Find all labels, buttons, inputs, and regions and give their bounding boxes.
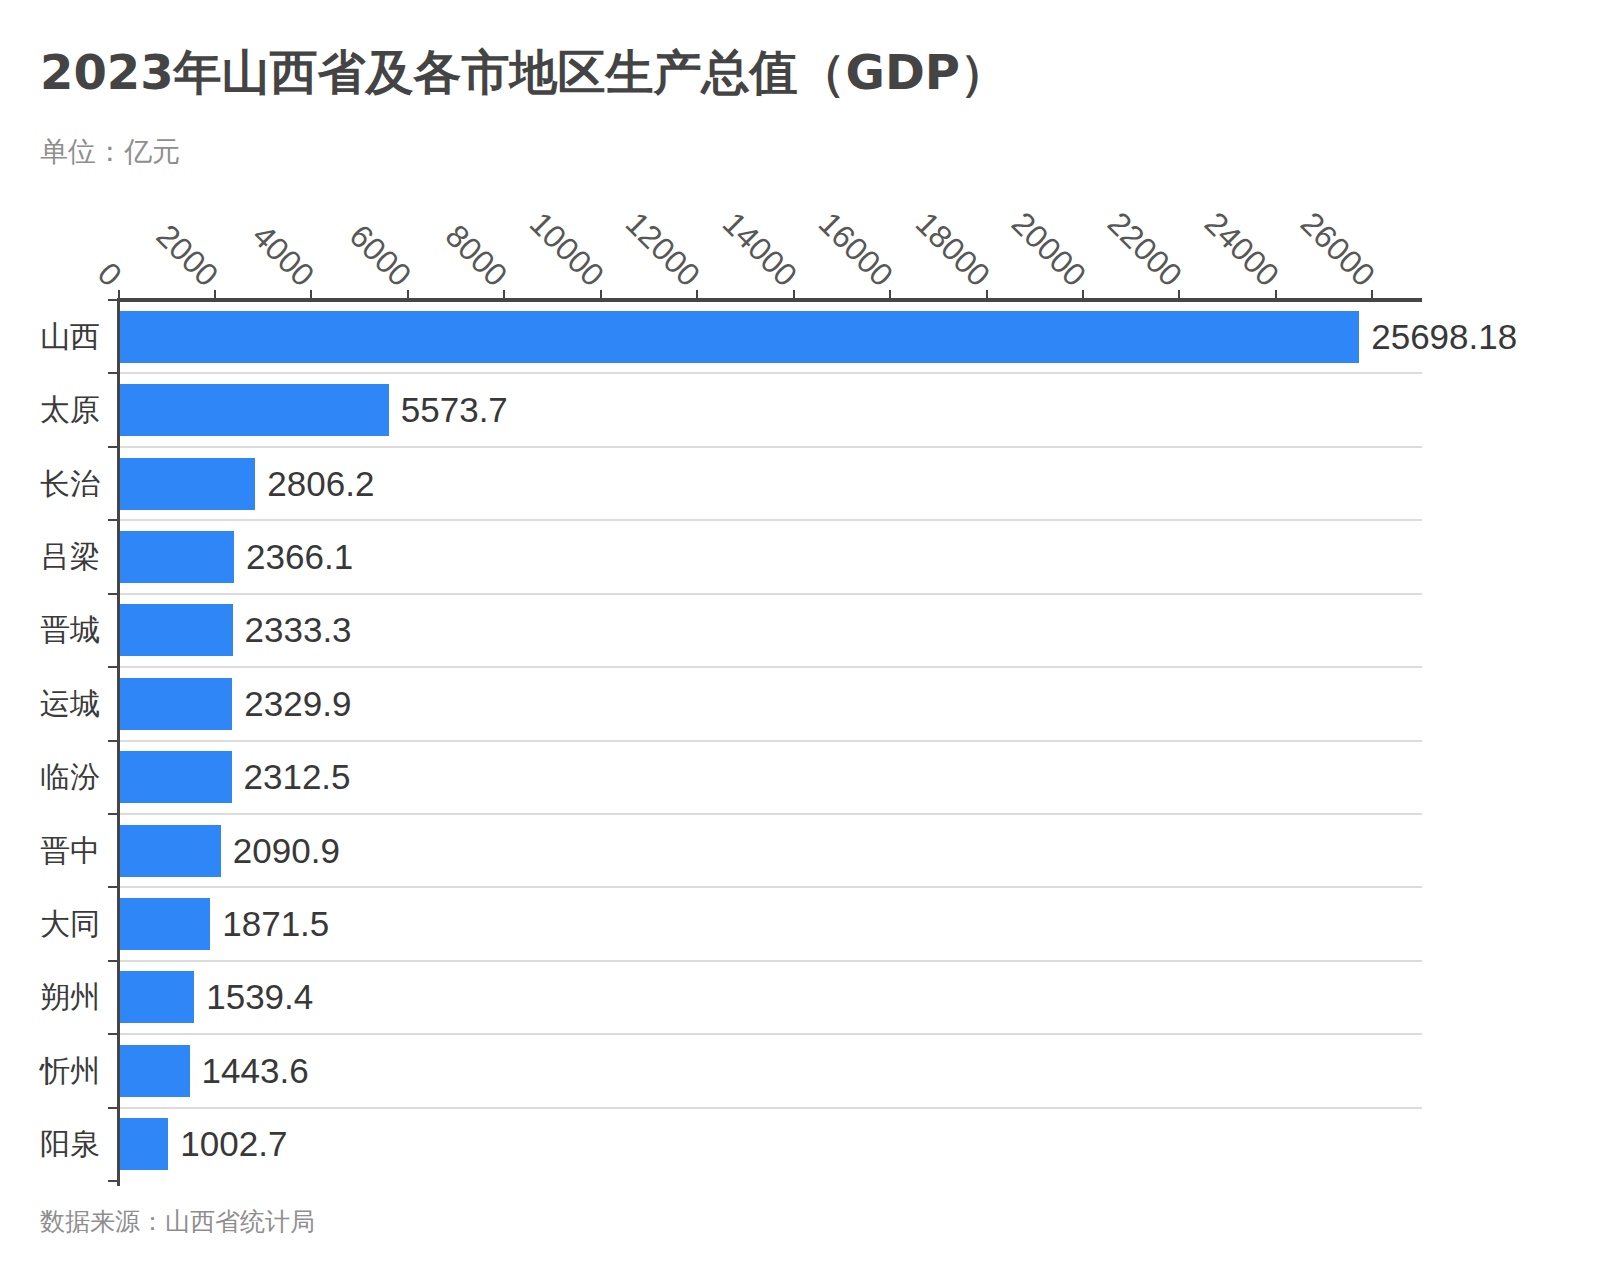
gridline: [120, 1107, 1422, 1109]
x-axis-tick: [118, 290, 120, 298]
chart-title: 2023年山西省及各市地区生产总值（GDP）: [40, 46, 1008, 99]
bar-朔州: [120, 971, 194, 1023]
category-label: 山西: [40, 311, 100, 363]
bar-阳泉: [120, 1118, 168, 1170]
y-axis-tick: [108, 886, 117, 888]
bar-吕梁: [120, 531, 234, 583]
gridline: [120, 740, 1422, 742]
value-label: 2333.3: [245, 604, 352, 656]
y-axis-tick: [108, 960, 117, 962]
x-axis-label: 0: [90, 255, 129, 294]
category-label: 长治: [40, 458, 100, 510]
x-axis-label: 22000: [1100, 205, 1189, 294]
x-axis-label: 6000: [341, 217, 418, 294]
category-label: 晋中: [40, 825, 100, 877]
value-label: 2090.9: [233, 825, 340, 877]
x-axis-tick: [889, 290, 891, 298]
y-axis-tick: [108, 1180, 117, 1182]
x-axis-label: 20000: [1004, 205, 1093, 294]
x-axis-label: 16000: [811, 205, 900, 294]
category-label: 吕梁: [40, 531, 100, 583]
y-axis-tick: [108, 740, 117, 742]
bar-忻州: [120, 1045, 190, 1097]
y-axis-tick: [108, 372, 117, 374]
x-axis-label: 10000: [522, 205, 611, 294]
value-label: 2312.5: [244, 751, 351, 803]
x-axis-tick: [310, 290, 312, 298]
category-label: 太原: [40, 384, 100, 436]
gridline: [120, 1033, 1422, 1035]
x-axis-tick: [986, 290, 988, 298]
y-axis-tick: [108, 1033, 117, 1035]
x-axis-label: 24000: [1197, 205, 1286, 294]
x-axis-label: 12000: [618, 205, 707, 294]
bar-运城: [120, 678, 232, 730]
y-axis-tick: [108, 593, 117, 595]
category-label: 运城: [40, 678, 100, 730]
y-axis-tick: [108, 299, 117, 301]
value-label: 1002.7: [180, 1118, 287, 1170]
value-label: 2806.2: [267, 458, 374, 510]
value-label: 2366.1: [246, 531, 353, 583]
y-axis-tick: [108, 446, 117, 448]
gridline: [120, 372, 1422, 374]
x-axis-label: 4000: [245, 217, 322, 294]
bar-晋中: [120, 825, 221, 877]
y-axis-tick: [108, 813, 117, 815]
gridline: [120, 519, 1422, 521]
bar-临汾: [120, 751, 232, 803]
gridline: [120, 813, 1422, 815]
y-axis-tick: [108, 1107, 117, 1109]
x-axis-tick: [1371, 290, 1373, 298]
value-label: 5573.7: [401, 384, 508, 436]
category-label: 忻州: [40, 1045, 100, 1097]
x-axis-tick: [1275, 290, 1277, 298]
bar-山西: [120, 311, 1359, 363]
gridline: [120, 593, 1422, 595]
data-source: 数据来源：山西省统计局: [40, 1206, 315, 1236]
x-axis-line: [117, 298, 1422, 302]
x-axis-tick: [407, 290, 409, 298]
page: 2023年山西省及各市地区生产总值（GDP） 单位：亿元 02000400060…: [0, 0, 1600, 1280]
x-axis-label: 8000: [438, 217, 515, 294]
x-axis-tick: [793, 290, 795, 298]
gridline: [120, 446, 1422, 448]
x-axis-tick: [600, 290, 602, 298]
unit-label: 单位：亿元: [40, 137, 180, 168]
value-label: 1871.5: [222, 898, 329, 950]
category-label: 晋城: [40, 604, 100, 656]
value-label: 25698.18: [1371, 311, 1517, 363]
category-label: 大同: [40, 898, 100, 950]
y-axis-tick: [108, 666, 117, 668]
x-axis-label: 2000: [149, 217, 226, 294]
bar-太原: [120, 384, 389, 436]
plot-area: 0200040006000800010000120001400016000180…: [120, 300, 1422, 1181]
bar-晋城: [120, 604, 233, 656]
x-axis-tick: [503, 290, 505, 298]
x-axis-label: 18000: [908, 205, 997, 294]
value-label: 1443.6: [202, 1045, 309, 1097]
x-axis-label: 14000: [715, 205, 804, 294]
x-axis-tick: [214, 290, 216, 298]
category-label: 朔州: [40, 971, 100, 1023]
gridline: [120, 886, 1422, 888]
x-axis-tick: [696, 290, 698, 298]
category-label: 阳泉: [40, 1118, 100, 1170]
gridline: [120, 666, 1422, 668]
bar-大同: [120, 898, 210, 950]
bar-长治: [120, 458, 255, 510]
value-label: 2329.9: [244, 678, 351, 730]
value-label: 1539.4: [206, 971, 313, 1023]
gridline: [120, 960, 1422, 962]
x-axis-label: 26000: [1293, 205, 1382, 294]
x-axis-tick: [1178, 290, 1180, 298]
y-axis-tick: [108, 519, 117, 521]
category-label: 临汾: [40, 751, 100, 803]
x-axis-tick: [1082, 290, 1084, 298]
